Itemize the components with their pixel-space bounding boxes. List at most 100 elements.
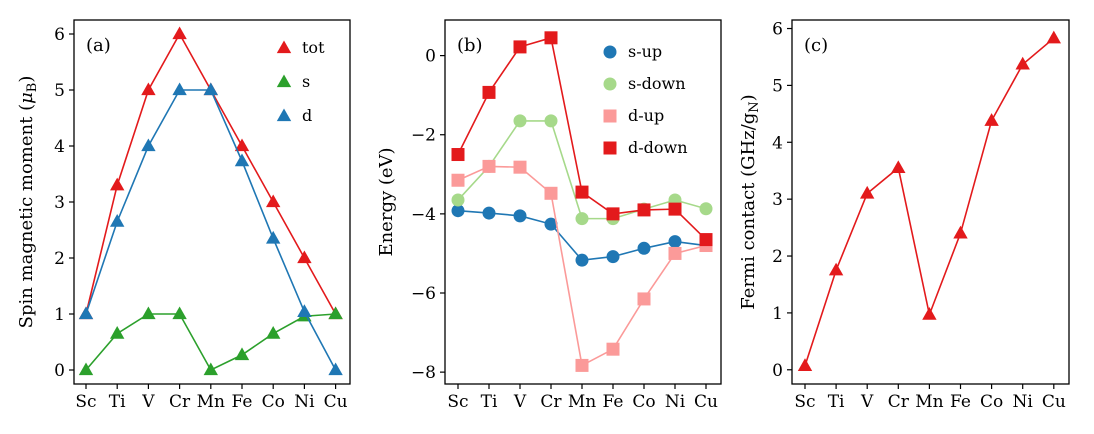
- data-point-tot: [110, 177, 125, 191]
- x-tick-label: Co: [262, 392, 285, 412]
- data-point-d-down: [668, 202, 682, 216]
- data-point-d-down: [544, 31, 558, 45]
- y-axis-label-subscript: B: [25, 83, 40, 93]
- data-point-s: [234, 347, 250, 361]
- y-axis-label-close: ): [738, 94, 759, 101]
- data-point-s: [203, 362, 218, 376]
- data-point-Fermi contact: [828, 262, 844, 276]
- legend-marker-s-up: [603, 45, 617, 59]
- data-point-s-down: [513, 114, 527, 128]
- y-tick-label: −8: [411, 363, 436, 383]
- legend: tot sd: [276, 38, 325, 125]
- data-point-d-down: [606, 207, 620, 221]
- panel-label: (b): [457, 35, 483, 56]
- series-tot: [78, 26, 343, 320]
- data-point-tot: [141, 82, 156, 96]
- x-tick-label: Mn: [915, 392, 943, 412]
- data-point-s-down: [451, 193, 465, 207]
- x-tick-label: Cr: [888, 392, 910, 412]
- x-tick-label: V: [513, 392, 527, 412]
- y-tick-label: 2: [54, 249, 65, 269]
- legend: s-up s-down d-up d-down: [603, 42, 688, 157]
- legend-label: d: [302, 106, 312, 125]
- y-axis-label-main: Spin magnetic moment (: [16, 104, 37, 328]
- x-tick-label: Cu: [1042, 392, 1066, 412]
- data-point-d-up: [637, 292, 651, 306]
- data-point-Fermi contact: [953, 225, 968, 239]
- legend-marker-d-up: [603, 109, 617, 123]
- x-tick-label: Mn: [197, 392, 225, 412]
- series-d-down: [451, 31, 713, 247]
- x-tick-label: Cr: [169, 392, 191, 412]
- x-tick-label: V: [860, 392, 874, 412]
- data-point-s-up: [544, 217, 558, 231]
- legend-label: s: [302, 72, 310, 91]
- data-point-s: [78, 362, 94, 376]
- y-tick-label: 5: [54, 81, 65, 101]
- data-point-s: [266, 326, 281, 339]
- data-point-s: [328, 306, 343, 320]
- x-tick-label: Sc: [794, 392, 815, 412]
- legend-marker-s: [276, 74, 292, 88]
- panel-c: 0 1 2 3 4 5 6 Sc Ti V Cr Mn Fe Co Ni Cu (c) Fermi contact…: [738, 19, 1070, 412]
- data-point-s-down: [699, 202, 713, 216]
- x-tick-label: Ti: [109, 392, 126, 412]
- y-tick-label: 0: [772, 361, 783, 381]
- data-point-tot: [266, 194, 281, 208]
- data-point-d-up: [482, 159, 496, 173]
- data-point-s-up: [451, 204, 465, 218]
- legend-label: d-down: [628, 138, 688, 157]
- y-tick-label: 6: [772, 20, 783, 40]
- data-point-d: [203, 82, 218, 96]
- x-tick-label: Sc: [75, 392, 96, 412]
- data-point-s-down: [544, 114, 558, 128]
- data-point-tot: [297, 250, 312, 264]
- data-point-d-down: [482, 85, 496, 99]
- x-tick-label: Fe: [603, 392, 624, 412]
- x-tick-label: Ni: [1013, 392, 1034, 412]
- data-point-Fermi contact: [1046, 30, 1061, 44]
- data-point-d-up: [451, 173, 465, 187]
- y-tick-label: 1: [772, 304, 783, 324]
- series-line-s: [85, 313, 336, 372]
- y-axis-label-subscript: N: [747, 101, 762, 112]
- data-point-d-down: [699, 233, 713, 247]
- data-point-d-up: [513, 160, 527, 174]
- legend-marker-s-down: [603, 77, 617, 91]
- x-tick-label: Fe: [232, 392, 253, 412]
- data-point-s-up: [606, 250, 620, 264]
- y-tick-label: 0: [425, 47, 436, 67]
- data-point-d-up: [544, 186, 558, 200]
- data-point-s: [172, 306, 187, 320]
- data-point-d-up: [606, 342, 620, 356]
- panel-label: (a): [86, 35, 111, 56]
- plot-frame: [791, 19, 1070, 385]
- data-point-Fermi contact: [922, 307, 937, 320]
- data-point-s: [110, 326, 125, 339]
- data-point-d-up: [575, 358, 589, 372]
- data-point-d-down: [637, 203, 651, 217]
- y-tick-label: 6: [54, 25, 65, 45]
- y-tick-label: −2: [411, 126, 436, 146]
- y-tick-label: −4: [411, 205, 436, 225]
- y-axis-label-mu: μ: [16, 92, 37, 104]
- x-tick-label: Co: [632, 392, 655, 412]
- series-Fermi contact: [797, 30, 1061, 371]
- data-point-Fermi contact: [1015, 56, 1030, 70]
- data-point-s-down: [575, 212, 589, 226]
- y-tick-label: 1: [54, 305, 65, 325]
- y-axis-label: Fermi contact (GHz/gN): [738, 94, 762, 309]
- legend-marker-d-down: [603, 141, 617, 155]
- data-point-s-up: [637, 241, 651, 255]
- data-point-d: [328, 362, 343, 376]
- data-point-d: [141, 138, 156, 152]
- panel-label: (c): [804, 35, 828, 56]
- data-point-d-up: [668, 246, 682, 260]
- x-tick-label: Ni: [665, 392, 686, 412]
- y-tick-label: 5: [772, 76, 783, 96]
- legend-label: s-down: [628, 74, 686, 93]
- data-point-d: [234, 153, 250, 167]
- x-tick-label: Fe: [950, 392, 971, 412]
- series-line-tot: [85, 32, 337, 315]
